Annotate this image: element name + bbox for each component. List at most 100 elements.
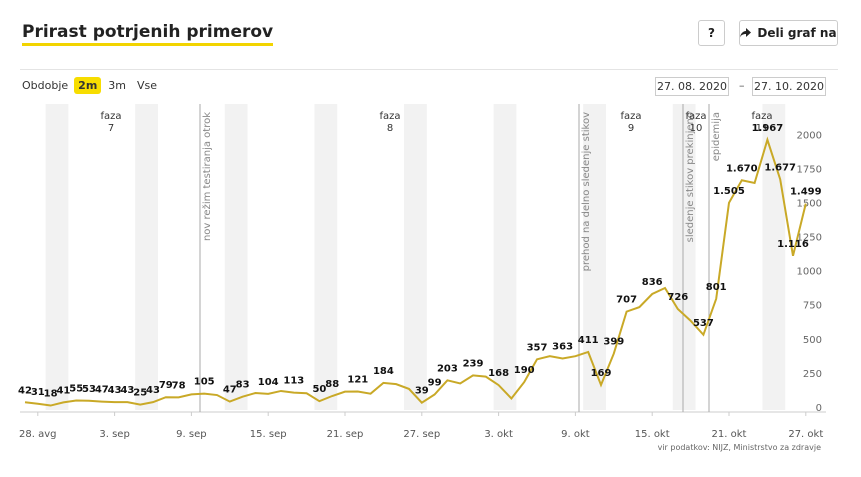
data-label: 399 [603,337,624,348]
phase-number: 7 [108,123,114,134]
y-tick-label: 1750 [797,164,822,175]
period-option[interactable]: 3m [108,79,127,92]
weekend-band [224,104,248,410]
x-tick-label: 28. avg [19,429,56,440]
data-label: 411 [578,335,599,346]
phase-number: 9 [628,123,634,134]
data-label: 726 [667,292,688,303]
weekend-band [314,104,338,410]
data-label: 47 [95,385,109,396]
data-label: 79 [159,380,173,391]
phase-number: 10 [690,123,703,134]
x-tick-label: 9. sep [176,429,206,440]
data-label: 168 [488,368,509,379]
x-tick-label: 27. okt [788,429,823,440]
period-label: Obdobje [22,79,69,92]
y-tick-label: 500 [803,335,822,346]
weekend-band [135,104,158,410]
weekend-band [583,104,606,410]
data-label: 203 [437,363,458,374]
data-label: 43 [120,385,134,396]
data-label: 43 [108,385,122,396]
weekend-band [404,104,427,410]
help-button[interactable]: ? [698,20,725,46]
data-label: 1.499 [790,187,822,198]
period-options: 2m 3m Vse [74,77,161,94]
x-tick-label: 27. sep [403,429,440,440]
data-label: 707 [616,295,637,306]
data-label: 184 [373,366,394,377]
x-tick-label: 3. sep [99,429,129,440]
phase-number: 11 [756,123,769,134]
data-label: 43 [146,385,160,396]
y-tick-label: 2000 [797,130,822,141]
period-option[interactable]: Vse [137,79,158,92]
phase-word: faza [379,111,400,122]
data-label: 357 [527,342,548,353]
data-label: 39 [415,386,429,397]
phase-number: 8 [387,123,393,134]
date-to[interactable]: 27. 10. 2020 [752,77,826,96]
data-label: 53 [82,384,96,395]
title: Prirast potrjenih primerov [22,22,274,46]
data-label: 1.505 [713,186,745,197]
data-label: 31 [31,387,45,398]
phase-word: faza [685,111,706,122]
weekend-band [493,104,517,410]
source: vir podatkov: NIJZ, Ministrstvo za zdrav… [657,443,821,452]
data-label: 55 [69,384,83,395]
phase-word: faza [100,111,121,122]
data-label: 25 [133,388,147,399]
y-tick-label: 1000 [797,267,822,278]
y-tick-label: 750 [803,301,822,312]
data-label: 18 [44,389,58,400]
data-label: 99 [428,378,442,389]
data-label: 105 [194,377,215,388]
separator [20,69,838,70]
data-label: 537 [693,318,714,329]
y-tick-label: 1250 [797,233,822,244]
data-label: 83 [236,380,250,391]
data-label: 78 [172,380,186,391]
data-label: 88 [325,379,339,390]
share-button[interactable]: Deli graf na [739,20,838,46]
share-label: Deli graf na [757,26,837,40]
share-icon [740,28,752,38]
data-label: 169 [591,368,612,379]
event-label: prehod na delno sledenje stikov [581,112,592,271]
x-tick-label: 9. okt [561,429,590,440]
event-label: epidemija [711,112,722,161]
data-label: 801 [706,282,727,293]
weekend-band [762,104,786,410]
data-label: 104 [258,377,279,388]
x-tick-label: 15. okt [635,429,670,440]
data-label: 113 [283,376,304,387]
y-tick-label: 0 [816,403,822,414]
data-line [24,136,807,407]
period: Obdobje 2m 3m Vse [22,77,161,94]
period-option[interactable]: 2m [74,77,102,94]
data-label: 836 [642,277,663,288]
data-label: 1.677 [764,162,796,173]
y-tick-label: 250 [803,369,822,380]
event-label: nov režim testiranja otrok [201,112,213,241]
x-tick-label: 15. sep [250,429,287,440]
phase-word: faza [620,111,641,122]
phase-word: faza [751,111,772,122]
date-from[interactable]: 27. 08. 2020 [655,77,729,96]
data-label: 121 [347,375,368,386]
data-label: 41 [56,385,70,396]
data-label: 1.116 [777,239,809,250]
data-label: 1.670 [726,163,758,174]
x-tick-label: 3. okt [484,429,513,440]
data-label: 50 [312,384,326,395]
data-label: 363 [552,342,573,353]
x-tick-label: 21. sep [327,429,364,440]
x-tick-label: 21. okt [712,429,747,440]
data-label: 239 [463,358,484,369]
data-label: 1.967 [752,123,784,134]
weekend-band [45,104,69,410]
data-label: 47 [223,385,237,396]
y-tick-label: 1500 [797,198,822,209]
